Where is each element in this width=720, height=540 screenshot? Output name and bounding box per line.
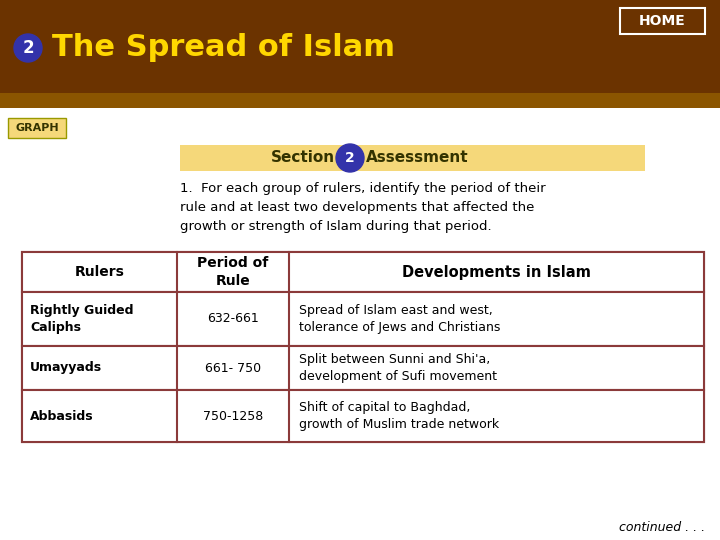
Text: Section: Section <box>271 151 335 165</box>
Circle shape <box>14 34 42 62</box>
Bar <box>0 93 720 108</box>
Bar <box>22 252 704 292</box>
Text: Assessment: Assessment <box>366 151 469 165</box>
Text: Abbasids: Abbasids <box>30 409 94 422</box>
Text: 1.  For each group of rulers, identify the period of their
rule and at least two: 1. For each group of rulers, identify th… <box>180 182 546 233</box>
Text: 2: 2 <box>345 151 355 165</box>
Bar <box>0 0 720 108</box>
Text: GRAPH: GRAPH <box>15 123 59 133</box>
Text: Split between Sunni and Shi'a,
development of Sufi movement: Split between Sunni and Shi'a, developme… <box>299 353 497 383</box>
Circle shape <box>336 144 364 172</box>
Text: Period of
Rule: Period of Rule <box>197 256 269 288</box>
Text: Rulers: Rulers <box>75 265 125 279</box>
Text: Developments in Islam: Developments in Islam <box>402 265 591 280</box>
Text: 750-1258: 750-1258 <box>203 409 263 422</box>
Bar <box>22 292 704 346</box>
Bar <box>22 346 704 390</box>
Bar <box>180 145 645 171</box>
Text: The Spread of Islam: The Spread of Islam <box>52 33 395 63</box>
Bar <box>22 252 704 442</box>
Bar <box>8 118 66 138</box>
Text: Spread of Islam east and west,
tolerance of Jews and Christians: Spread of Islam east and west, tolerance… <box>299 304 500 334</box>
Text: Umayyads: Umayyads <box>30 361 102 375</box>
Text: 632-661: 632-661 <box>207 313 259 326</box>
Text: HOME: HOME <box>639 14 685 28</box>
Bar <box>22 390 704 442</box>
Text: 661- 750: 661- 750 <box>205 361 261 375</box>
Text: continued . . .: continued . . . <box>619 521 705 534</box>
Text: Shift of capital to Baghdad,
growth of Muslim trade network: Shift of capital to Baghdad, growth of M… <box>299 401 499 431</box>
Text: Rightly Guided
Caliphs: Rightly Guided Caliphs <box>30 304 133 334</box>
Text: 2: 2 <box>22 39 34 57</box>
Bar <box>620 8 705 34</box>
